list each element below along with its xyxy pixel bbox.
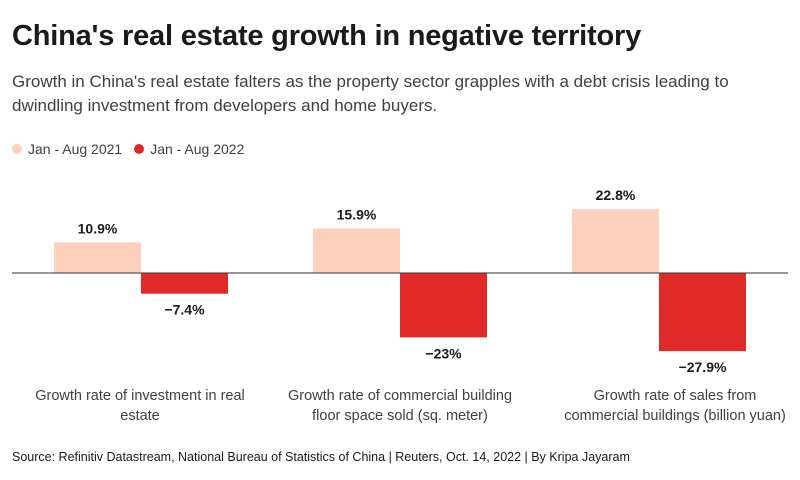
source-note: Source: Refinitiv Datastream, National B… — [12, 450, 630, 464]
legend: Jan - Aug 2021 Jan - Aug 2022 — [12, 141, 256, 157]
data-label-2021-cat-2: 22.8% — [596, 187, 636, 203]
data-label-2022-cat-0: −7.4% — [164, 302, 205, 318]
chart-title: China's real estate growth in negative t… — [12, 20, 642, 52]
legend-label-2021: Jan - Aug 2021 — [28, 141, 123, 157]
bar-2021-cat-1 — [313, 228, 400, 273]
bar-2021-cat-0 — [54, 242, 141, 273]
legend-item-2021: Jan - Aug 2021 — [12, 141, 122, 157]
bar-2022-cat-2 — [659, 273, 746, 352]
legend-item-2022: Jan - Aug 2022 — [134, 141, 244, 157]
data-label-2022-cat-2: −27.9% — [679, 359, 727, 375]
category-label-sales: Growth rate of sales from commercial bui… — [564, 388, 786, 424]
data-label-2021-cat-0: 10.9% — [78, 220, 118, 236]
legend-swatch-2021 — [12, 144, 22, 154]
chart-subtitle: Growth in China's real estate falters as… — [12, 72, 729, 115]
bar-2022-cat-0 — [141, 273, 228, 294]
data-label-2022-cat-1: −23% — [425, 345, 462, 361]
legend-swatch-2022 — [134, 144, 145, 154]
legend-label-2022: Jan - Aug 2022 — [150, 141, 245, 157]
category-label-investment: Growth rate of investment in real estate — [35, 388, 245, 424]
bar-2021-cat-2 — [572, 209, 659, 273]
bar-2022-cat-1 — [400, 273, 487, 338]
data-label-2021-cat-1: 15.9% — [337, 206, 377, 222]
category-label-floor-space: Growth rate of commercial building floor… — [287, 388, 513, 424]
